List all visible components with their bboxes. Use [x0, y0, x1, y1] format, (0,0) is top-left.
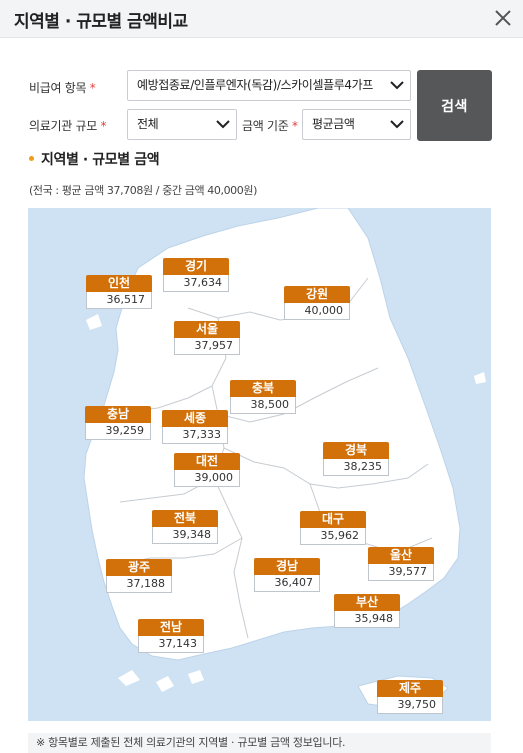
region-value: 38,235	[323, 459, 389, 476]
chevron-down-icon	[390, 120, 404, 129]
region-value: 37,957	[174, 338, 240, 355]
search-button[interactable]: 검색	[417, 70, 492, 141]
region-name: 충남	[85, 406, 151, 423]
region-value: 36,407	[254, 575, 320, 592]
region-name: 경남	[254, 558, 320, 575]
island-south-3	[188, 670, 204, 684]
region-seoul[interactable]: 서울 37,957	[174, 321, 240, 355]
region-daegu[interactable]: 대구 35,962	[300, 511, 366, 545]
region-chungnam[interactable]: 충남 39,259	[85, 406, 151, 440]
region-jeju[interactable]: 제주 39,750	[377, 680, 443, 714]
region-value: 39,348	[152, 527, 218, 544]
region-value: 39,577	[368, 564, 434, 581]
region-value: 39,259	[85, 423, 151, 440]
region-gyeongbuk[interactable]: 경북 38,235	[323, 442, 389, 476]
region-name: 광주	[106, 559, 172, 576]
chevron-down-icon	[390, 81, 404, 90]
region-name: 인천	[86, 275, 152, 292]
island-south-2	[156, 676, 174, 692]
region-value: 35,948	[334, 611, 400, 628]
region-value: 37,143	[138, 636, 204, 653]
bullet-dot	[29, 156, 34, 161]
region-name: 경북	[323, 442, 389, 459]
region-gwangju[interactable]: 광주 37,188	[106, 559, 172, 593]
region-name: 울산	[368, 547, 434, 564]
region-gyeongnam[interactable]: 경남 36,407	[254, 558, 320, 592]
region-name: 대구	[300, 511, 366, 528]
island-west	[86, 314, 102, 330]
section-title: 지역별 · 규모별 금액	[41, 152, 160, 168]
region-name: 강원	[284, 286, 350, 303]
region-busan[interactable]: 부산 35,948	[334, 594, 400, 628]
region-name: 제주	[377, 680, 443, 697]
scale-label: 의료기관 규모 *	[29, 119, 107, 133]
region-name: 경기	[163, 258, 229, 275]
scale-select-value: 전체	[137, 117, 159, 131]
item-select-value: 예방접종료/인플루엔자(독감)/스카이셀플루4가프	[137, 78, 373, 92]
footer-note: ※ 항목별로 제출된 전체 의료기관의 지역별 · 규모별 금액 정보입니다.	[28, 733, 491, 753]
region-value: 38,500	[230, 397, 296, 414]
close-icon[interactable]	[491, 6, 515, 30]
island-ulleung	[474, 372, 486, 384]
item-select[interactable]: 예방접종료/인플루엔자(독감)/스카이셀플루4가프	[127, 70, 411, 101]
region-chungbuk[interactable]: 충북 38,500	[230, 380, 296, 414]
basis-select[interactable]: 평균금액	[302, 109, 411, 140]
region-name: 부산	[334, 594, 400, 611]
region-value: 36,517	[86, 292, 152, 309]
region-value: 37,333	[162, 427, 228, 444]
region-gyeonggi[interactable]: 경기 37,634	[163, 258, 229, 292]
region-incheon[interactable]: 인천 36,517	[86, 275, 152, 309]
region-jeonbuk[interactable]: 전북 39,348	[152, 510, 218, 544]
island-south-1	[118, 670, 140, 686]
region-value: 39,750	[377, 697, 443, 714]
region-sejong[interactable]: 세종 37,333	[162, 410, 228, 444]
region-name: 전남	[138, 619, 204, 636]
modal-title: 지역별 · 규모별 금액비교	[14, 12, 188, 32]
scale-select[interactable]: 전체	[127, 109, 237, 140]
region-name: 전북	[152, 510, 218, 527]
modal-header: 지역별 · 규모별 금액비교	[0, 0, 523, 38]
korea-map: 경기 37,634 인천 36,517 강원 40,000 서울 37,957 …	[28, 208, 491, 721]
region-value: 39,000	[174, 470, 240, 487]
region-name: 충북	[230, 380, 296, 397]
region-jeonnam[interactable]: 전남 37,143	[138, 619, 204, 653]
region-gangwon[interactable]: 강원 40,000	[284, 286, 350, 320]
item-label: 비급여 항목 *	[29, 81, 96, 95]
region-name: 세종	[162, 410, 228, 427]
region-value: 40,000	[284, 303, 350, 320]
region-value: 37,188	[106, 576, 172, 593]
region-value: 35,962	[300, 528, 366, 545]
region-value: 37,634	[163, 275, 229, 292]
region-ulsan[interactable]: 울산 39,577	[368, 547, 434, 581]
basis-label: 금액 기준 *	[242, 119, 298, 133]
chevron-down-icon	[216, 120, 230, 129]
region-name: 대전	[174, 453, 240, 470]
national-summary: (전국 : 평균 금액 37,708원 / 중간 금액 40,000원)	[29, 184, 257, 197]
basis-select-value: 평균금액	[312, 117, 355, 131]
region-daejeon[interactable]: 대전 39,000	[174, 453, 240, 487]
region-name: 서울	[174, 321, 240, 338]
